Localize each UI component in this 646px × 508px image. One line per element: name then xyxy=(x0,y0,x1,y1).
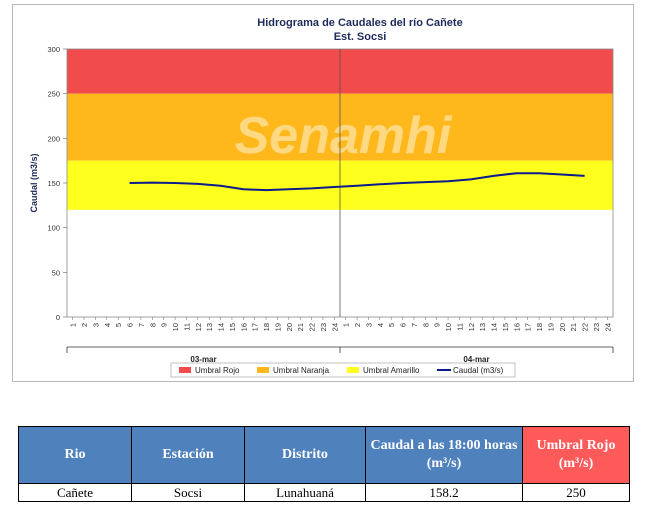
y-tick-label: 0 xyxy=(56,313,60,322)
x-tick-label: 1 xyxy=(342,323,351,327)
header-estacion: Estación xyxy=(131,426,245,484)
x-tick-label: 4 xyxy=(376,323,385,327)
x-tick-label: 10 xyxy=(171,323,180,331)
watermark: Senamhi xyxy=(235,107,453,165)
x-tick-label: 20 xyxy=(285,323,294,331)
x-tick-label: 6 xyxy=(399,323,408,327)
x-tick-label: 21 xyxy=(296,323,305,331)
hydrograph-chart: Hidrograma de Caudales del río Cañete Est… xyxy=(29,17,614,378)
chart-frame: Hidrograma de Caudales del río Cañete Est… xyxy=(12,4,634,382)
x-tick-label: 2 xyxy=(353,323,362,327)
x-tick-label: 3 xyxy=(91,323,100,327)
x-tick-label: 15 xyxy=(501,323,510,331)
x-tick-label: 9 xyxy=(433,323,442,327)
chart-title: Hidrograma de Caudales del río Cañete xyxy=(257,17,462,29)
x-tick-label: 5 xyxy=(387,323,396,327)
x-tick-label: 3 xyxy=(364,323,373,327)
legend-swatch xyxy=(347,367,359,373)
x-tick-label: 10 xyxy=(444,323,453,331)
legend-label: Umbral Amarillo xyxy=(363,366,420,375)
header-caudal: Caudal a las 18:00 horas (m³/s) xyxy=(365,426,523,484)
x-tick-label: 4 xyxy=(103,323,112,327)
x-tick-label: 8 xyxy=(421,323,430,327)
x-tick-label: 23 xyxy=(319,323,328,331)
x-tick-label: 11 xyxy=(182,323,191,331)
x-tick-label: 19 xyxy=(546,323,555,331)
x-tick-label: 7 xyxy=(137,323,146,327)
x-tick-label: 17 xyxy=(524,323,533,331)
x-tick-label: 24 xyxy=(330,323,339,331)
x-tick-label: 13 xyxy=(205,323,214,331)
x-tick-label: 5 xyxy=(114,323,123,327)
header-distrito: Distrito xyxy=(244,426,366,484)
y-tick-label: 100 xyxy=(47,224,60,233)
x-tick-label: 21 xyxy=(569,323,578,331)
x-tick-label: 2 xyxy=(80,323,89,327)
x-tick-label: 12 xyxy=(194,323,203,331)
x-tick-label: 20 xyxy=(558,323,567,331)
series-line-caudal xyxy=(129,172,585,192)
header-umbral-rojo: Umbral Rojo (m³/s) xyxy=(522,426,630,484)
x-tick-label: 16 xyxy=(239,323,248,331)
table-row: Cañete Socsi Lunahuaná 158.2 250 xyxy=(18,483,630,502)
x-tick-label: 14 xyxy=(217,323,226,331)
x-tick-label: 24 xyxy=(603,323,612,331)
x-tick-label: 14 xyxy=(490,323,499,331)
chart-subtitle: Est. Socsi xyxy=(334,31,387,43)
x-tick-label: 7 xyxy=(410,323,419,327)
cell-distrito: Lunahuaná xyxy=(244,483,366,502)
x-tick-label: 12 xyxy=(467,323,476,331)
x-tick-label: 8 xyxy=(148,323,157,327)
x-tick-label: 18 xyxy=(262,323,271,331)
day-label: 03-mar xyxy=(190,355,216,364)
legend-swatch xyxy=(179,367,191,373)
legend-box xyxy=(170,362,516,378)
day-label: 04-mar xyxy=(463,355,489,364)
x-tick-label: 19 xyxy=(273,323,282,331)
x-tick-label: 15 xyxy=(228,323,237,331)
legend-label: Umbral Naranja xyxy=(273,366,330,375)
legend-label: Umbral Rojo xyxy=(195,366,240,375)
cell-rio: Cañete xyxy=(18,483,132,502)
x-tick-label: 1 xyxy=(69,323,78,327)
legend-swatch xyxy=(257,367,269,373)
x-tick-label: 16 xyxy=(512,323,521,331)
y-tick-label: 50 xyxy=(52,268,60,277)
station-table: Rio Estación Distrito Caudal a las 18:00… xyxy=(18,426,630,502)
table-header-row: Rio Estación Distrito Caudal a las 18:00… xyxy=(18,426,630,484)
x-tick-label: 17 xyxy=(251,323,260,331)
y-tick-label: 150 xyxy=(47,179,60,188)
x-tick-label: 6 xyxy=(126,323,135,327)
x-tick-label: 22 xyxy=(581,323,590,331)
x-tick-label: 9 xyxy=(160,323,169,327)
y-tick-label: 300 xyxy=(47,45,60,54)
y-tick-label: 250 xyxy=(47,90,60,99)
x-tick-label: 13 xyxy=(478,323,487,331)
y-axis-label: Caudal (m3/s) xyxy=(29,153,39,212)
header-rio: Rio xyxy=(18,426,132,484)
x-tick-label: 11 xyxy=(455,323,464,331)
x-tick-label: 23 xyxy=(592,323,601,331)
cell-estacion: Socsi xyxy=(131,483,245,502)
cell-caudal: 158.2 xyxy=(365,483,523,502)
legend-label: Caudal (m3/s) xyxy=(453,366,504,375)
y-tick-label: 200 xyxy=(47,134,60,143)
cell-umbral-rojo: 250 xyxy=(522,483,630,502)
x-tick-label: 22 xyxy=(308,323,317,331)
x-tick-label: 18 xyxy=(535,323,544,331)
